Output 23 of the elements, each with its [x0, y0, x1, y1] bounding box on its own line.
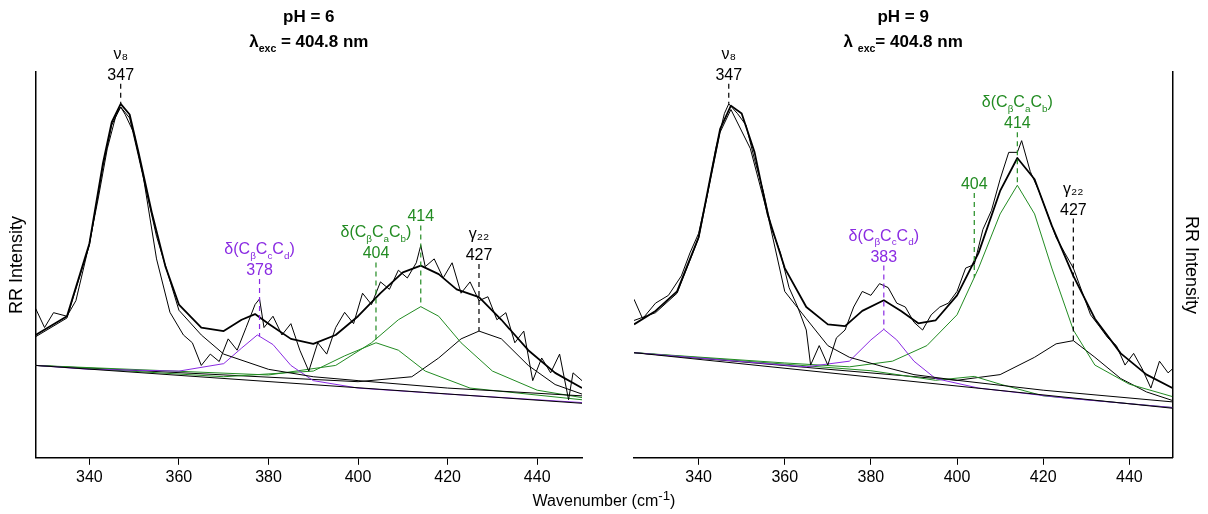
ref-line-label: γ₂₂ 427 [1059, 179, 1087, 218]
x-tick-label: 360 [771, 467, 799, 485]
x-tick-label: 440 [1115, 467, 1143, 485]
x-tick-label: 380 [255, 467, 282, 485]
x-tick-label: 420 [1029, 467, 1057, 485]
x-tick-label: 400 [344, 467, 372, 485]
ref-line-label: ν₈ 347 [107, 44, 135, 83]
x-tick-label: 380 [857, 467, 885, 485]
chart-title: pH = 9 [877, 7, 929, 26]
x-tick-label: 440 [523, 467, 551, 485]
x-tick-label: 340 [75, 467, 103, 485]
x-tick-label: 420 [434, 467, 462, 485]
y-axis-title: RR Intensity [5, 215, 26, 314]
x-tick-label: 340 [685, 467, 713, 485]
x-tick-label: 360 [165, 467, 193, 485]
y2-axis-title: RR Intensity [1182, 215, 1203, 314]
x-tick-label: 400 [943, 467, 971, 485]
ref-line-label: 414 [407, 207, 435, 225]
ref-line-label: 404 [960, 175, 988, 193]
ref-line-label: γ₂₂ 427 [465, 224, 493, 263]
ref-line-label: ν₈ 347 [715, 44, 743, 83]
chart-title: pH = 6 [283, 7, 335, 26]
x-axis-title: Wavenumber (cm$^{-1}$) [531, 488, 677, 511]
